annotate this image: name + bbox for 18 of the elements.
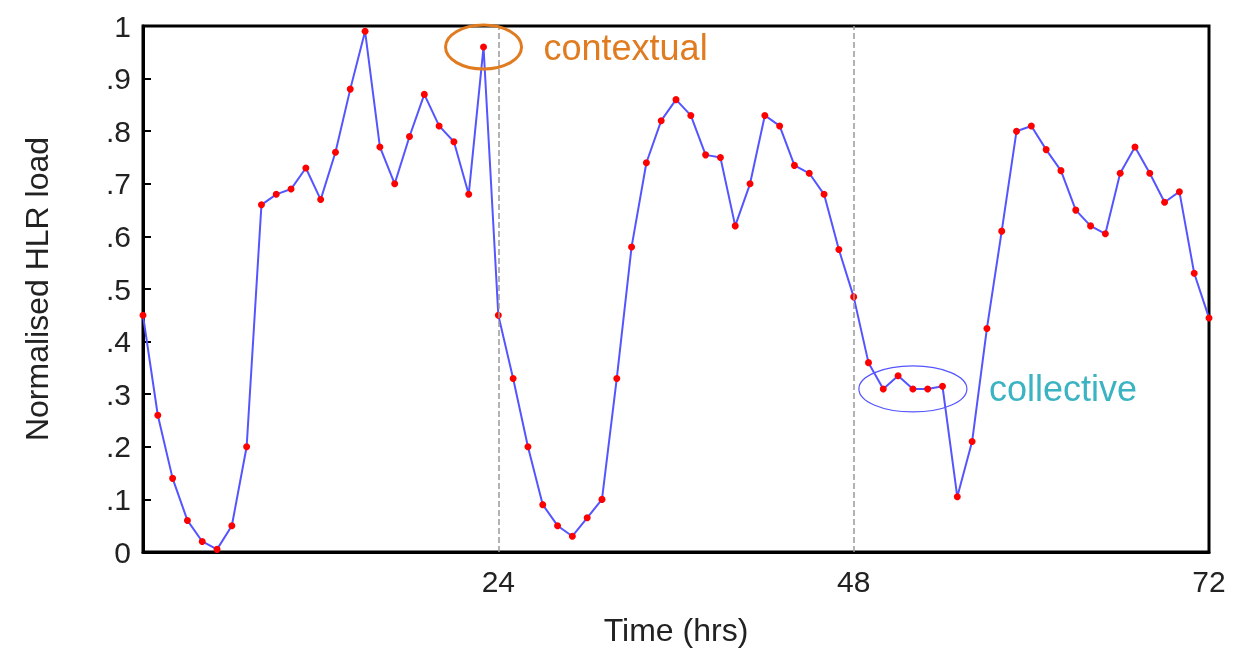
y-tick-label: .8 — [105, 114, 131, 148]
y-tick-label: .3 — [105, 377, 131, 411]
y-axis-title: Normalised HLR load — [19, 136, 55, 442]
y-tick-label: .2 — [105, 430, 131, 464]
x-axis-title: Time (hrs) — [603, 612, 749, 648]
x-tick-label: 72 — [1192, 564, 1226, 598]
annotation: collective — [988, 368, 1137, 410]
y-tick-label: 1 — [114, 9, 131, 43]
y-tick-label: .9 — [105, 62, 131, 96]
y-tick-label: .1 — [105, 482, 131, 516]
x-tick-label: 24 — [481, 564, 516, 598]
y-tick-label: .5 — [105, 272, 131, 306]
y-tick-label: .6 — [105, 219, 131, 253]
y-tick-label: .7 — [105, 167, 131, 201]
y-tick-label: 0 — [114, 535, 131, 569]
annotation: contextual — [543, 26, 708, 68]
x-tick-label: 48 — [836, 564, 871, 598]
y-tick-label: .4 — [105, 325, 131, 359]
